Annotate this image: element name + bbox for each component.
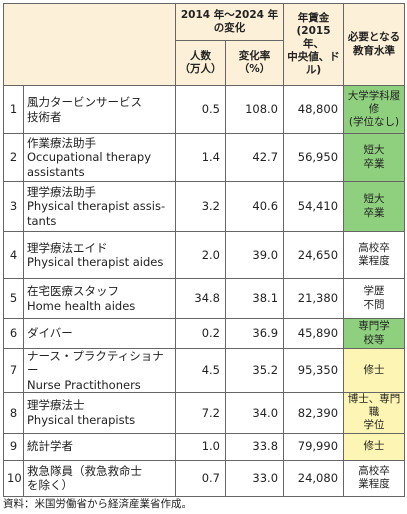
education-cell: 修士 (343, 432, 406, 461)
job-cell: 統計学者 (23, 432, 176, 461)
rate-cell: 38.1 (224, 278, 285, 319)
education-cell: 博士、専門職 学位 (343, 392, 406, 434)
people-cell: 1.4 (175, 133, 226, 182)
rank-cell: 2 (3, 133, 24, 182)
rate-cell: 33.0 (224, 459, 285, 497)
rank-cell: 7 (3, 347, 24, 394)
table-row: 9 統計学者 1.0 33.8 79,990 修士 (3, 432, 406, 461)
wage-cell: 21,380 (283, 278, 345, 319)
wage-cell: 79,990 (283, 432, 345, 461)
table-header: 2014 年～2024 年 の変化 年賃金 (2015 年、 中央値、ドル) 必… (3, 3, 406, 86)
rank-cell: 6 (3, 318, 24, 349)
wage-cell: 45,890 (283, 318, 345, 349)
table-row: 4 理学療法エイド Physical therapist aides 2.0 39.0… (3, 231, 406, 279)
people-cell: 3.2 (175, 181, 226, 232)
wage-cell: 82,390 (283, 392, 345, 434)
education-cell: 大学学科履修 (学位なし) (343, 85, 406, 134)
table-row: 8 理学療法士 Physical therapists 7.2 34.0 82,390 博… (3, 392, 406, 434)
education-cell: 修士 (343, 347, 406, 394)
education-cell: 高校卒 業程度 (343, 231, 406, 279)
rate-cell: 33.8 (224, 432, 285, 461)
wage-cell: 95,350 (283, 347, 345, 394)
header-cell: 2014 年～2024 年 の変化 (174, 3, 285, 41)
rate-cell: 40.6 (224, 181, 285, 232)
rank-cell: 10 (3, 459, 24, 497)
rate-cell: 108.0 (224, 85, 285, 134)
table-row: 5 在宅医療スタッフ Home health aides 34.8 38.1 21,38… (3, 278, 406, 319)
education-cell: 短大 卒業 (343, 133, 406, 182)
wage-cell: 54,410 (283, 181, 345, 232)
table-row: 2 作業療法助手 Occupational therapy assistants 1… (3, 133, 406, 182)
rank-cell: 5 (3, 278, 24, 319)
rank-cell: 8 (3, 392, 24, 434)
data-table: 2014 年～2024 年 の変化 年賃金 (2015 年、 中央値、ドル) 必… (3, 3, 406, 497)
education-cell: 短大 卒業 (343, 181, 406, 232)
table-body: 1 風力タービンサービス 技術者 0.5 108.0 48,800 大学学科履修 (学位な… (3, 85, 406, 497)
job-cell: 理学療法エイド Physical therapist aides (23, 231, 176, 279)
table-row: 7 ナース・プラクティショナー Nurse Practithoners 4.5 35.… (3, 347, 406, 394)
rank-cell: 4 (3, 231, 24, 279)
wage-cell: 56,950 (283, 133, 345, 182)
people-cell: 0.2 (175, 318, 226, 349)
people-cell: 2.0 (175, 231, 226, 279)
people-cell: 0.5 (175, 85, 226, 134)
rate-cell: 39.0 (224, 231, 285, 279)
people-cell: 4.5 (175, 347, 226, 394)
rate-cell: 35.2 (224, 347, 285, 394)
rank-cell: 3 (3, 181, 24, 232)
table-row: 1 風力タービンサービス 技術者 0.5 108.0 48,800 大学学科履修 (学位な… (3, 85, 406, 134)
wage-cell: 24,650 (283, 231, 345, 279)
table-row: 10 救急隊員（救急救命士 を除く） 0.7 33.0 24,080 高校卒 業程度 (3, 459, 406, 497)
table-row: 3 理学療法助手 Physical therapist assis- tants 3… (3, 181, 406, 232)
header-blank (3, 3, 176, 86)
rate-cell: 36.9 (224, 318, 285, 349)
job-cell: 救急隊員（救急救命士 を除く） (23, 459, 176, 497)
job-cell: 風力タービンサービス 技術者 (23, 85, 176, 134)
education-cell: 専門学 校等 (343, 318, 406, 349)
header-cell: 人数 （万人） (175, 40, 226, 86)
people-cell: 1.0 (175, 432, 226, 461)
wage-cell: 48,800 (283, 85, 345, 134)
wage-cell: 24,080 (283, 459, 345, 497)
rank-cell: 9 (3, 432, 24, 461)
people-cell: 34.8 (175, 278, 226, 319)
job-cell: 在宅医療スタッフ Home health aides (23, 278, 176, 319)
header-cell: 変化率 （%） (224, 40, 285, 86)
rate-cell: 34.0 (224, 392, 285, 434)
job-cell: 理学療法士 Physical therapists (23, 392, 176, 434)
header-cell: 年賃金 (2015 年、 中央値、ドル) (283, 3, 345, 86)
job-cell: ダイバー (23, 318, 176, 349)
job-cell: 作業療法助手 Occupational therapy assistants (23, 133, 176, 182)
job-cell: ナース・プラクティショナー Nurse Practithoners (23, 347, 176, 394)
people-cell: 7.2 (175, 392, 226, 434)
people-cell: 0.7 (175, 459, 226, 497)
rank-cell: 1 (3, 85, 24, 134)
footnote: 資料：米国労働省から経済産業省作成。 (3, 498, 192, 510)
rate-cell: 42.7 (224, 133, 285, 182)
job-cell: 理学療法助手 Physical therapist assis- tants (23, 181, 176, 232)
table-row: 6 ダイバー 0.2 36.9 45,890 専門学 校等 (3, 318, 406, 349)
education-cell: 高校卒 業程度 (343, 459, 406, 497)
education-cell: 学歴 不問 (343, 278, 406, 319)
header-cell: 必要となる 教育水準 (343, 3, 406, 86)
